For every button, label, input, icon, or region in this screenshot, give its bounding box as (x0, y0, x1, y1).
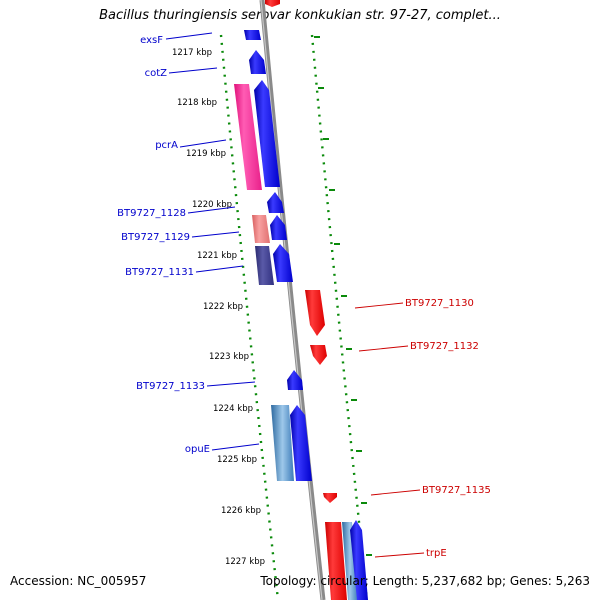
gene-arrow[interactable] (244, 30, 261, 40)
forward-gene-labels: exsF cotZ pcrA BT9727_1128 BT9727_1129 B… (117, 32, 260, 455)
gene-block[interactable] (271, 405, 294, 481)
tick-label: 1226 kbp (221, 506, 261, 516)
gene-arrow[interactable] (267, 192, 284, 213)
gene-arrow[interactable] (249, 50, 266, 74)
tick-labels: 1217 kbp 1218 kbp 1219 kbp 1220 kbp 1221… (172, 48, 265, 567)
tick-label: 1217 kbp (172, 48, 212, 58)
genome-summary-text: Topology: circular; Length: 5,237,682 bp… (260, 574, 590, 588)
gene-label-cotz[interactable]: cotZ (145, 68, 168, 79)
gene-label-bt9727-1131[interactable]: BT9727_1131 (125, 267, 194, 278)
gene-arrow[interactable] (254, 80, 280, 187)
gene-arrow[interactable] (350, 520, 368, 600)
gene-label-bt9727-1133[interactable]: BT9727_1133 (136, 381, 205, 392)
gene-arrow[interactable] (305, 290, 325, 336)
tick-label: 1225 kbp (217, 455, 257, 465)
tick-label: 1221 kbp (197, 251, 237, 261)
tick-label: 1223 kbp (209, 352, 249, 362)
gene-label-pcra[interactable]: pcrA (155, 140, 178, 151)
gene-label-opue[interactable]: opuE (185, 444, 210, 455)
genome-title: Bacillus thuringiensis serovar konkukian… (99, 8, 501, 23)
gene-block[interactable] (252, 215, 270, 243)
gene-label-exsf[interactable]: exsF (140, 35, 163, 46)
gene-arrow[interactable] (270, 215, 287, 240)
gene-arrow[interactable] (325, 522, 347, 600)
tick-label: 1219 kbp (186, 149, 226, 159)
gene-label-bt9727-1135[interactable]: BT9727_1135 (422, 485, 491, 496)
accession-text: Accession: NC_005957 (10, 574, 147, 588)
gene-label-bt9727-1130[interactable]: BT9727_1130 (405, 298, 474, 309)
gene-label-bt9727-1129[interactable]: BT9727_1129 (121, 232, 190, 243)
tick-label: 1227 kbp (225, 557, 265, 567)
tick-label: 1218 kbp (177, 98, 217, 108)
tick-label: 1224 kbp (213, 404, 253, 414)
reverse-gene-labels: BT9727_1130 BT9727_1132 BT9727_1135 trpE (354, 298, 491, 559)
gene-arrow[interactable] (310, 345, 327, 365)
gene-label-trpe[interactable]: trpE (426, 548, 447, 559)
gene-block[interactable] (255, 246, 274, 285)
tick-label: 1220 kbp (192, 200, 232, 210)
gene-arrow[interactable] (273, 244, 293, 282)
right-rail-ticks (314, 36, 372, 556)
gene-block[interactable] (342, 522, 358, 600)
gene-arrow[interactable] (287, 370, 303, 390)
gene-label-bt9727-1128[interactable]: BT9727_1128 (117, 208, 186, 219)
gene-block[interactable] (234, 84, 262, 190)
gene-label-bt9727-1132[interactable]: BT9727_1132 (410, 341, 479, 352)
gene-arrow[interactable] (265, 0, 280, 7)
gene-arrow[interactable] (323, 493, 337, 503)
genome-backbone (259, 0, 326, 600)
tick-label: 1222 kbp (203, 302, 243, 312)
gene-arrow[interactable] (290, 405, 312, 481)
